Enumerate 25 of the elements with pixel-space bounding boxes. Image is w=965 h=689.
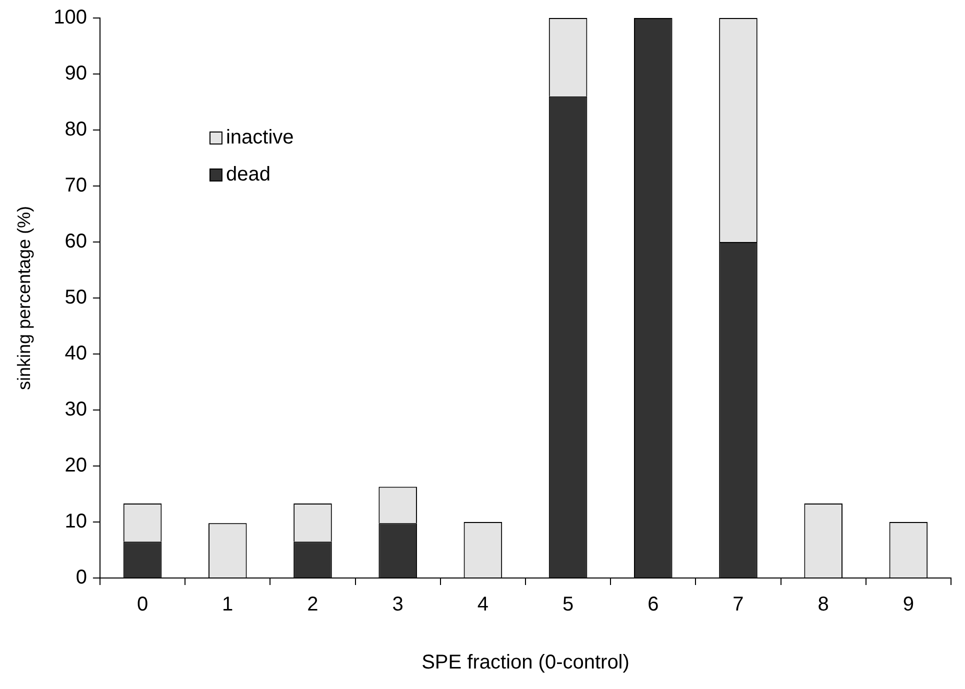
x-tick-label: 0 <box>136 594 148 616</box>
y-tick-label: 100 <box>54 6 87 29</box>
legend-label: inactive <box>226 126 294 149</box>
x-tick-label: 9 <box>902 594 914 616</box>
x-axis-title: SPE fraction (0-control) <box>422 652 630 674</box>
x-tick-label: 6 <box>648 594 659 616</box>
y-tick-label: 40 <box>64 342 87 365</box>
x-tick-label: 3 <box>392 594 404 616</box>
y-tick-label: 10 <box>64 510 87 533</box>
x-tick-label: 5 <box>562 594 574 616</box>
y-axis-title: sinking percentage (%) <box>14 206 34 390</box>
y-tick-label: 20 <box>64 454 87 477</box>
y-tick-label: 60 <box>64 230 87 253</box>
y-tick-label: 30 <box>64 398 87 421</box>
y-tick-label: 80 <box>64 118 87 141</box>
x-tick-label: 2 <box>307 594 318 616</box>
x-tick-label: 1 <box>222 594 234 616</box>
legend-label: dead <box>226 164 270 186</box>
y-tick-label: 50 <box>64 286 87 309</box>
x-tick-label: 4 <box>477 594 488 616</box>
y-tick-label: 70 <box>64 174 87 197</box>
x-tick-label: 7 <box>732 594 744 616</box>
y-tick-label: 0 <box>76 566 87 589</box>
y-tick-label: 90 <box>64 62 87 85</box>
x-tick-label: 8 <box>818 594 829 616</box>
